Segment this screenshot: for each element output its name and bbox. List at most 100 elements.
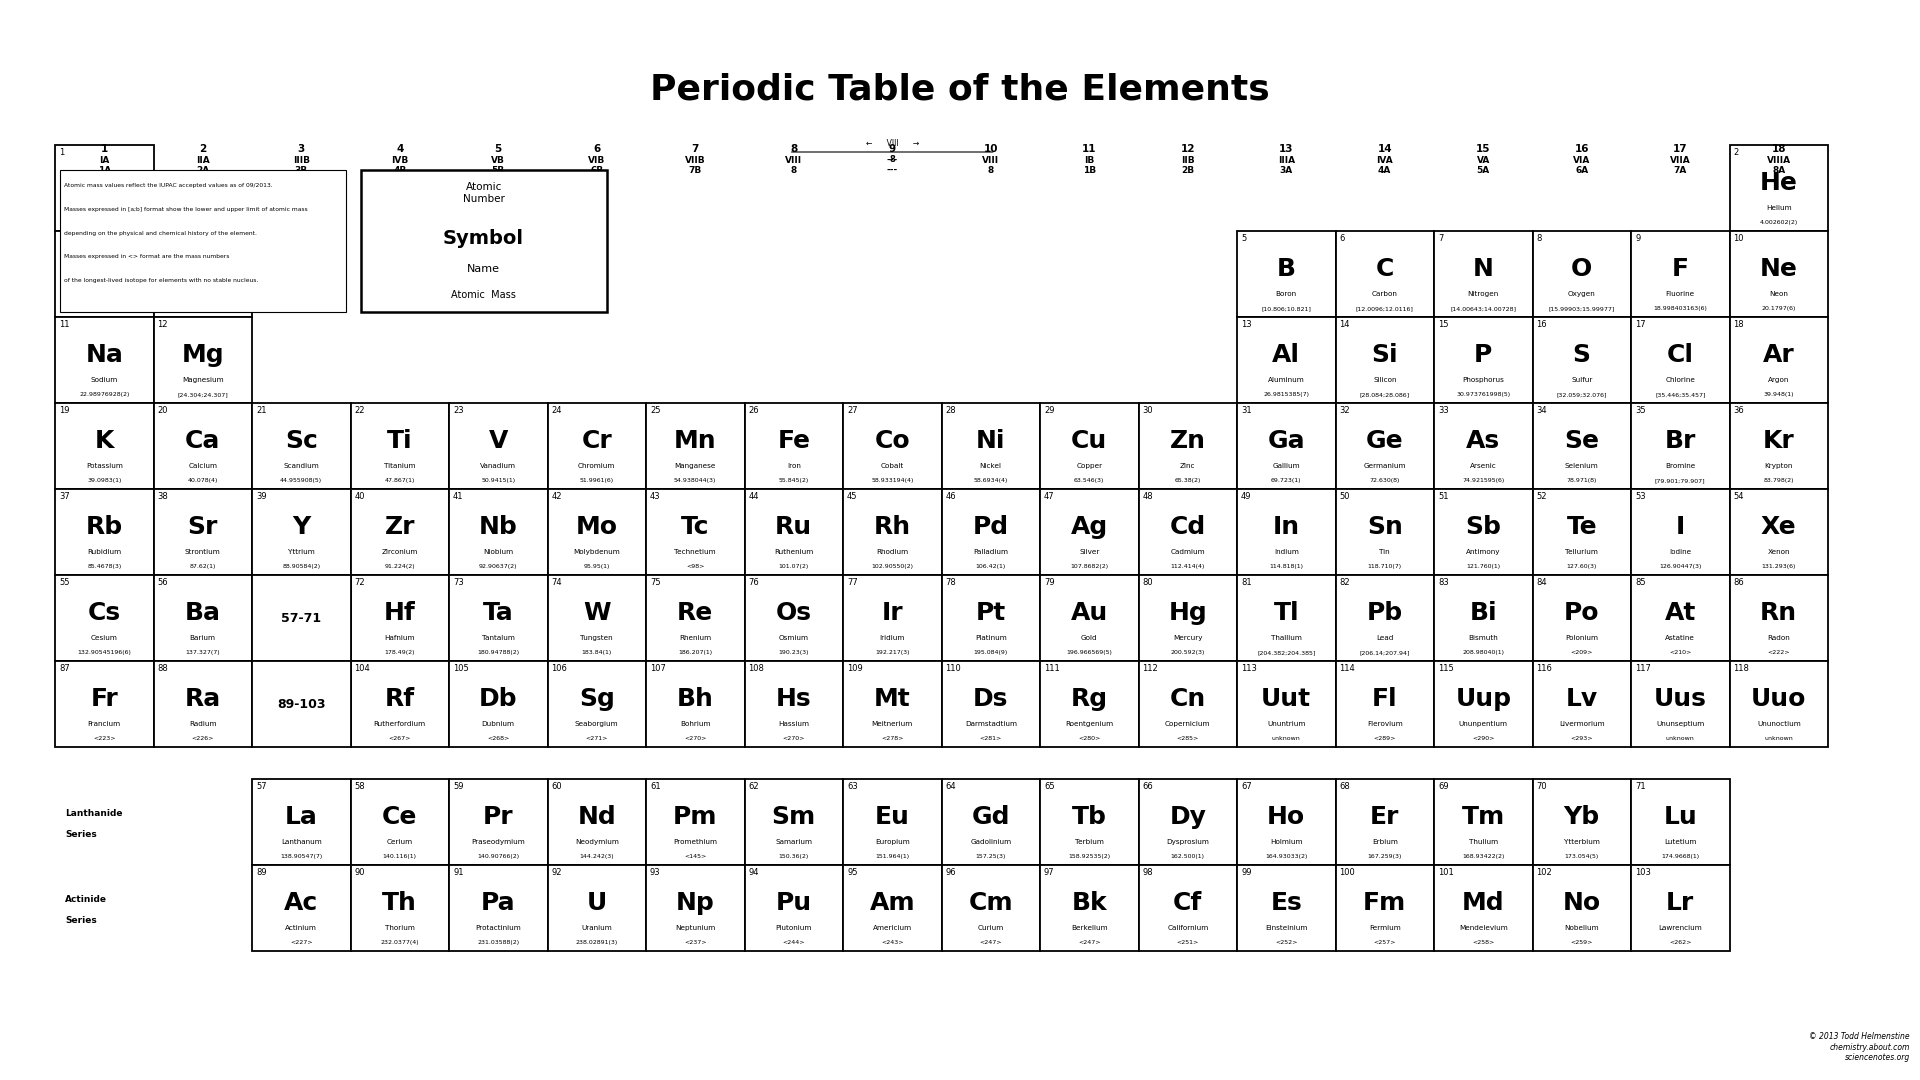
Text: 36: 36 <box>1734 406 1743 415</box>
Text: F: F <box>1672 257 1690 281</box>
Text: 47: 47 <box>1044 492 1054 501</box>
Text: Name: Name <box>467 265 499 274</box>
Text: 5: 5 <box>1240 234 1246 243</box>
Text: 61: 61 <box>651 782 660 791</box>
Text: 49: 49 <box>1240 492 1252 501</box>
Text: Darmstadtium: Darmstadtium <box>964 720 1018 727</box>
Text: 88.90584(2): 88.90584(2) <box>282 564 321 569</box>
Bar <box>547 661 645 747</box>
Text: Californium: Californium <box>1167 924 1208 931</box>
Text: 50: 50 <box>1340 492 1350 501</box>
Text: Pu: Pu <box>776 891 812 915</box>
Text: Rutherfordium: Rutherfordium <box>374 720 426 727</box>
Text: Vanadium: Vanadium <box>480 462 516 469</box>
Text: 18: 18 <box>1734 320 1743 329</box>
Bar <box>547 489 645 575</box>
Text: 1B: 1B <box>1083 166 1096 175</box>
Text: 54: 54 <box>1734 492 1743 501</box>
Text: 8: 8 <box>1536 234 1542 243</box>
Text: Cesium: Cesium <box>90 635 117 640</box>
Text: Ag: Ag <box>1071 515 1108 539</box>
Text: 72: 72 <box>355 578 365 588</box>
Text: 15: 15 <box>1438 320 1448 329</box>
Text: 183.84(1): 183.84(1) <box>582 650 612 654</box>
Text: 111: 111 <box>1044 664 1060 673</box>
Text: Cerium: Cerium <box>386 839 413 845</box>
Text: [14.00643;14.00728]: [14.00643;14.00728] <box>1450 306 1517 311</box>
Text: 78: 78 <box>945 578 956 588</box>
Text: Re: Re <box>678 600 714 625</box>
Bar <box>1041 403 1139 489</box>
Bar <box>1730 403 1828 489</box>
Text: depending on the physical and chemical history of the element.: depending on the physical and chemical h… <box>63 231 257 235</box>
Bar <box>1434 231 1532 318</box>
Text: In: In <box>1273 515 1300 539</box>
Text: 57-71: 57-71 <box>280 611 321 624</box>
Text: 65.38(2): 65.38(2) <box>1175 477 1200 483</box>
Bar <box>645 575 745 661</box>
Text: <280>: <280> <box>1079 735 1100 741</box>
Text: Li: Li <box>92 257 117 281</box>
Text: <290>: <290> <box>1473 735 1494 741</box>
Bar <box>1532 865 1630 951</box>
Bar <box>154 489 252 575</box>
Bar <box>1630 403 1730 489</box>
Bar <box>745 403 843 489</box>
Text: 89: 89 <box>255 868 267 877</box>
Text: 78.971(8): 78.971(8) <box>1567 477 1597 483</box>
Text: Cadmium: Cadmium <box>1171 549 1206 555</box>
Bar <box>843 575 941 661</box>
Text: Dubnium: Dubnium <box>482 720 515 727</box>
Text: Rg: Rg <box>1071 687 1108 711</box>
Bar <box>351 865 449 951</box>
Text: Cm: Cm <box>968 891 1014 915</box>
Text: <222>: <222> <box>1768 650 1789 654</box>
Text: C: C <box>1375 257 1394 281</box>
Bar <box>1730 318 1828 403</box>
Text: 232.0377(4): 232.0377(4) <box>380 940 419 945</box>
Text: IIB: IIB <box>1181 156 1194 165</box>
Text: Ds: Ds <box>973 687 1008 711</box>
Text: 96: 96 <box>945 868 956 877</box>
Text: Cr: Cr <box>582 429 612 453</box>
Text: Seaborgium: Seaborgium <box>574 720 618 727</box>
Text: Niobium: Niobium <box>484 549 513 555</box>
Text: Samarium: Samarium <box>776 839 812 845</box>
Text: 92: 92 <box>551 868 563 877</box>
Text: 94: 94 <box>749 868 758 877</box>
Text: 81: 81 <box>1240 578 1252 588</box>
Text: Holmium: Holmium <box>1269 839 1302 845</box>
Text: VIA: VIA <box>1572 156 1590 165</box>
Bar <box>1336 575 1434 661</box>
Text: Na: Na <box>84 342 123 367</box>
Text: Cd: Cd <box>1169 515 1206 539</box>
Text: He: He <box>1761 171 1797 194</box>
Text: Sg: Sg <box>578 687 614 711</box>
Text: Uuo: Uuo <box>1751 687 1807 711</box>
Bar <box>1236 575 1336 661</box>
Bar <box>941 661 1041 747</box>
Text: 85.4678(3): 85.4678(3) <box>86 564 121 569</box>
Text: VB: VB <box>492 156 505 165</box>
Text: 87.62(1): 87.62(1) <box>190 564 215 569</box>
Text: VIIA: VIIA <box>1670 156 1692 165</box>
Text: Pt: Pt <box>975 600 1006 625</box>
Text: 42: 42 <box>551 492 563 501</box>
Text: S: S <box>1572 342 1592 367</box>
Text: VIII: VIII <box>785 156 803 165</box>
Text: <270>: <270> <box>684 735 707 741</box>
Text: Uus: Uus <box>1653 687 1707 711</box>
Text: 74.921595(6): 74.921595(6) <box>1463 477 1505 483</box>
Text: 91: 91 <box>453 868 463 877</box>
Text: [204.382;204.385]: [204.382;204.385] <box>1258 650 1315 654</box>
Text: Pr: Pr <box>484 805 513 828</box>
Bar <box>1730 231 1828 318</box>
Text: 162.500(1): 162.500(1) <box>1171 854 1204 859</box>
Text: <271>: <271> <box>586 735 609 741</box>
Text: Rf: Rf <box>384 687 415 711</box>
Text: Series: Series <box>65 917 96 926</box>
Text: 9: 9 <box>889 144 897 154</box>
Text: IVB: IVB <box>392 156 409 165</box>
Text: W: W <box>584 600 611 625</box>
Text: 20.1797(6): 20.1797(6) <box>1761 306 1795 311</box>
